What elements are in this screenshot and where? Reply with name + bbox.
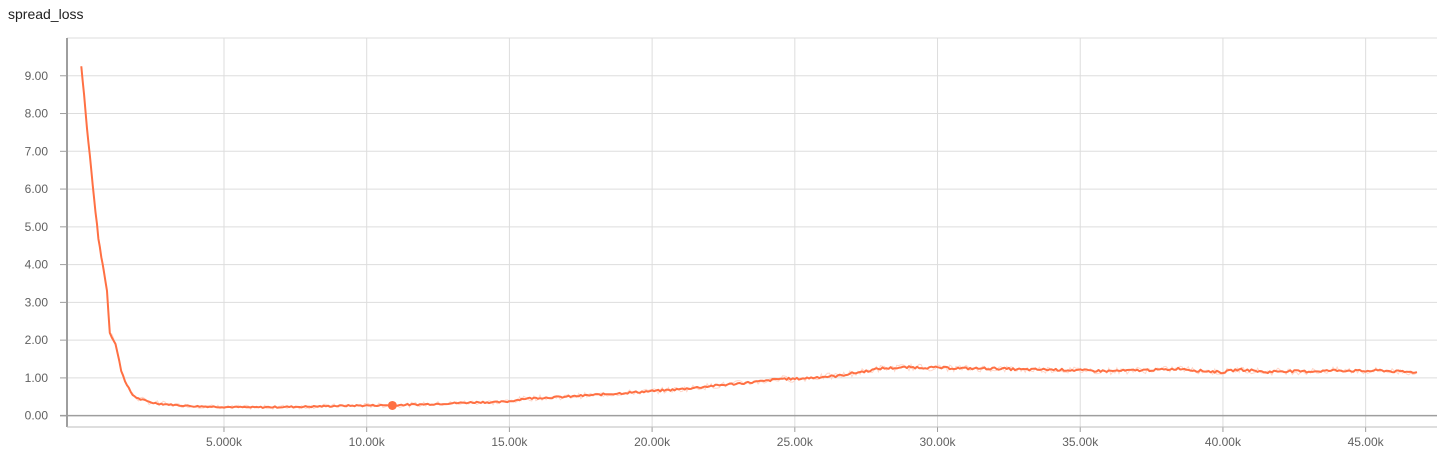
highlight-point [387, 400, 397, 410]
axis-layer: 0.00 1.00 2.00 3.00 4.00 5.00 6.00 7.00 8.00 9.00… [25, 38, 1437, 449]
x-tick-label: 25.00k [777, 435, 814, 449]
x-tick-label: 5.000k [206, 435, 243, 449]
y-tick-label: 7.00 [25, 144, 49, 158]
x-tick-label: 35.00k [1062, 435, 1099, 449]
y-tick-label: 6.00 [25, 182, 49, 196]
x-tick-label: 40.00k [1205, 435, 1242, 449]
x-tick-label: 20.00k [634, 435, 671, 449]
grid-layer [67, 37, 1437, 427]
y-tick-label: 9.00 [25, 69, 49, 83]
y-tick-label: 8.00 [25, 107, 49, 121]
series-line [80, 66, 1418, 409]
chart-title: spread_loss [8, 6, 84, 22]
x-tick-label: 45.00k [1348, 435, 1385, 449]
y-tick-label: 4.00 [25, 258, 49, 272]
y-tick-label: 5.00 [25, 220, 49, 234]
raw-series-line [80, 65, 1418, 410]
series-layer [80, 65, 1418, 410]
y-tick-label: 1.00 [25, 371, 49, 385]
y-tick-label: 3.00 [25, 295, 49, 309]
x-tick-label: 15.00k [491, 435, 528, 449]
y-tick-label: 0.00 [25, 409, 49, 423]
x-tick-label: 30.00k [920, 435, 957, 449]
y-tick-label: 2.00 [25, 333, 49, 347]
x-tick-label: 10.00k [349, 435, 386, 449]
